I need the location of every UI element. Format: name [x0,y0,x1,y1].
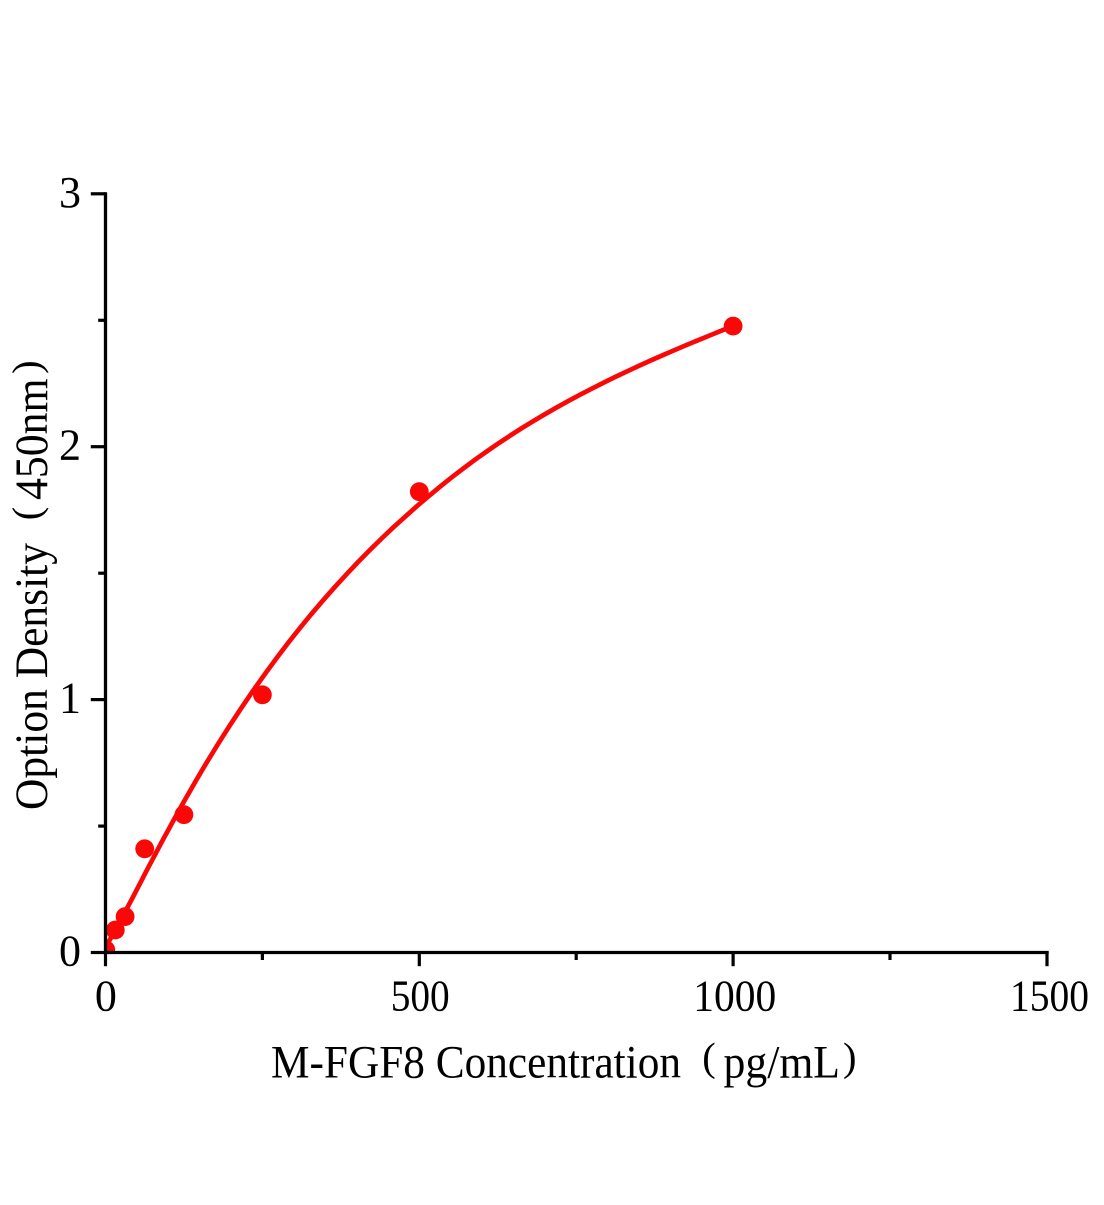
svg-text:1000: 1000 [693,971,776,1020]
svg-text:pg/mL: pg/mL [724,1037,841,1089]
svg-text:): ) [843,1035,857,1080]
svg-text:2: 2 [59,421,81,470]
svg-text:0: 0 [59,927,81,976]
svg-text:Option Density: Option Density [6,543,58,810]
svg-text:0: 0 [95,971,117,1020]
svg-text:1: 1 [59,674,81,723]
svg-text:(: ( [4,507,49,521]
svg-text:M-FGF8 Concentration: M-FGF8 Concentration [271,1037,681,1089]
svg-text:450nm: 450nm [6,378,58,500]
svg-text:3: 3 [59,168,81,217]
svg-text:): ) [4,360,49,374]
svg-text:(: ( [702,1035,716,1080]
svg-text:1500: 1500 [1010,971,1089,1020]
svg-text:500: 500 [391,971,450,1020]
